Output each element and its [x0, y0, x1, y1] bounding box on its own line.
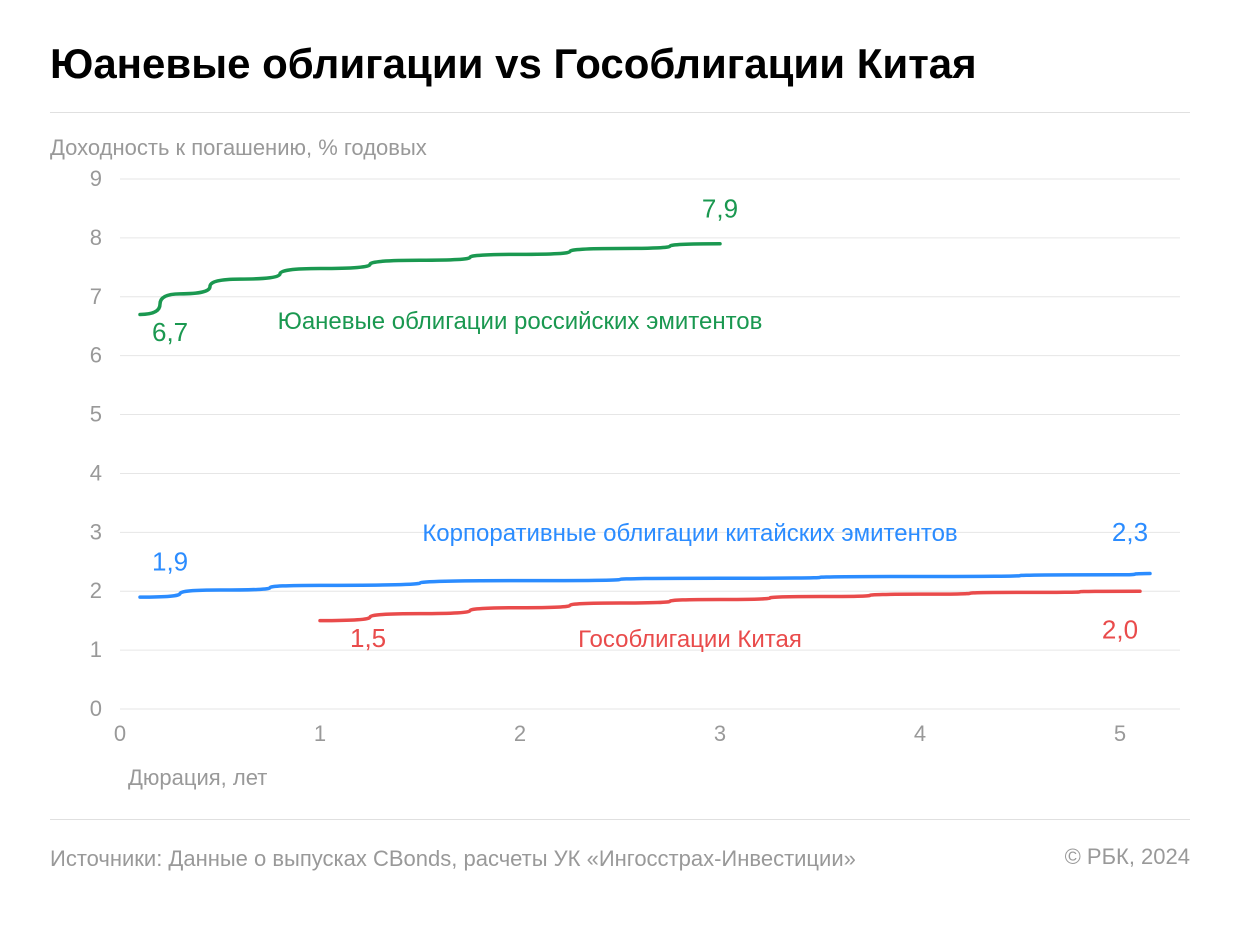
series-end-value-corp_chinese: 2,3 — [1112, 517, 1148, 547]
footer: Источники: Данные о выпусках CBonds, рас… — [50, 819, 1190, 874]
svg-text:4: 4 — [90, 460, 102, 485]
series-line-yuan_russian — [140, 244, 720, 315]
sources-text: Источники: Данные о выпусках CBonds, рас… — [50, 844, 856, 874]
series-label-corp_chinese: Корпоративные облигации китайских эмитен… — [422, 520, 957, 547]
y-axis-title: Доходность к погашению, % годовых — [50, 135, 1190, 161]
svg-text:3: 3 — [714, 721, 726, 746]
series-end-value-yuan_russian: 7,9 — [702, 193, 738, 223]
svg-text:2: 2 — [90, 578, 102, 603]
copyright-text: © РБК, 2024 — [1065, 844, 1190, 870]
svg-text:0: 0 — [114, 721, 126, 746]
svg-text:6: 6 — [90, 343, 102, 368]
series-line-gov_china — [320, 591, 1140, 620]
svg-text:4: 4 — [914, 721, 926, 746]
svg-text:0: 0 — [90, 696, 102, 721]
series-start-value-gov_china: 1,5 — [350, 623, 386, 653]
chart-svg: 0 1 2 3 4 5 6 7 8 9 0 1 2 3 4 5 6,7 7,9 Юаневые облигации … — [50, 169, 1190, 749]
svg-text:9: 9 — [90, 169, 102, 191]
svg-text:3: 3 — [90, 519, 102, 544]
series-label-yuan_russian: Юаневые облигации российских эмитентов — [278, 308, 763, 335]
svg-text:5: 5 — [90, 402, 102, 427]
divider-top — [50, 112, 1190, 113]
chart-title: Юаневые облигации vs Гособлигации Китая — [50, 40, 1190, 88]
svg-text:5: 5 — [1114, 721, 1126, 746]
svg-text:2: 2 — [514, 721, 526, 746]
series-start-value-corp_chinese: 1,9 — [152, 547, 188, 577]
series-start-value-yuan_russian: 6,7 — [152, 317, 188, 347]
series-label-gov_china: Гособлигации Китая — [578, 626, 802, 653]
x-axis-title: Дюрация, лет — [128, 765, 1190, 791]
svg-text:8: 8 — [90, 225, 102, 250]
svg-text:1: 1 — [314, 721, 326, 746]
series-end-value-gov_china: 2,0 — [1102, 614, 1138, 644]
chart-area: 0 1 2 3 4 5 6 7 8 9 0 1 2 3 4 5 6,7 7,9 Юаневые облигации … — [50, 169, 1190, 759]
svg-text:1: 1 — [90, 637, 102, 662]
svg-text:7: 7 — [90, 284, 102, 309]
